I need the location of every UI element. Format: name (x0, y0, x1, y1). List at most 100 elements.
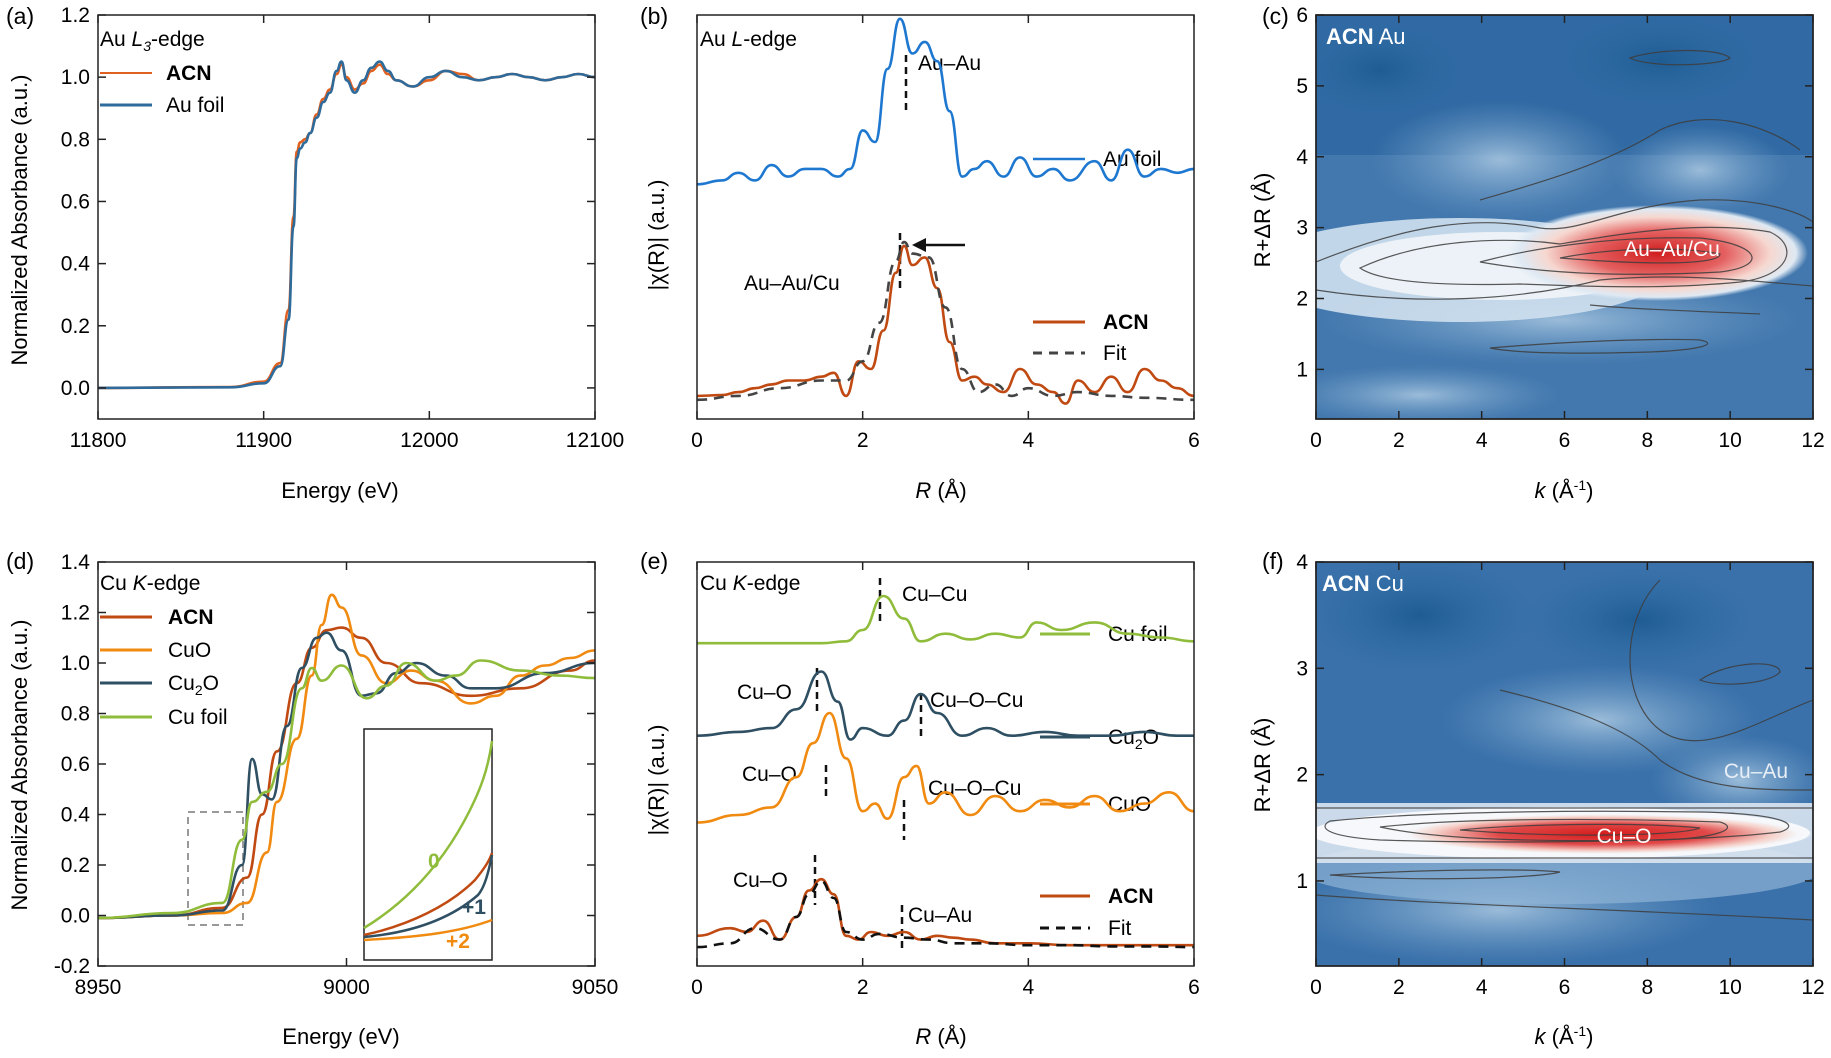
panel-c-peak-label: Au–Au/Cu (1624, 238, 1720, 261)
panel-e-chart: Cu K-edge Cu–Cu Cu–O Cu–O–Cu Cu–O Cu–O–C… (691, 561, 1200, 999)
series-line-fit (697, 240, 1194, 402)
y-tick-label: 3 (1296, 657, 1308, 680)
x-tick-label: 11900 (235, 429, 292, 452)
series-group (697, 594, 1194, 949)
y-tick-label: 0.4 (61, 804, 91, 827)
panel-d-ylabel: Normalized Absorbance (a.u.) (7, 619, 32, 910)
zoom-region-box (187, 811, 244, 926)
x-tick-label: 0 (691, 429, 703, 452)
y-tick-label: 6 (1296, 4, 1308, 27)
peak-label-cu-o-1: Cu–O (737, 681, 792, 704)
panel-f-title-rest: Cu (1376, 571, 1404, 596)
panel-f-secondary-label: Cu–Au (1724, 760, 1788, 783)
panel-f-xlabel: k (Å-1) (1535, 1023, 1594, 1049)
x-tick-label: 10 (1718, 429, 1741, 452)
inset-label-0: 0 (428, 850, 440, 873)
series-line-cu-foil (98, 659, 595, 920)
panel-f-title: ACN Cu (1322, 571, 1404, 596)
panel-c-title-rest: Au (1379, 24, 1406, 49)
series-line-au-foil (697, 17, 1194, 186)
series-group (98, 60, 595, 390)
x-tick-label: 2 (1393, 976, 1405, 999)
peak-label-cu-o-3: Cu–O (733, 869, 788, 892)
legend-acn-e: ACN (1108, 885, 1154, 908)
x-tick-label: 9050 (572, 976, 619, 999)
peak-label-au-au-cu: Au–Au/Cu (744, 272, 840, 295)
panel-e-ylabel: |χ(R)| (a.u.) (644, 725, 669, 836)
series-group (98, 593, 595, 920)
x-tick-label: 6 (1559, 976, 1571, 999)
series-line-cu2o (697, 670, 1194, 741)
legend-cu2o-d: Cu2O (168, 672, 219, 698)
x-tick-label: 2 (857, 429, 869, 452)
panel-d-annotation: Cu K-edge (100, 572, 200, 595)
y-tick-label: 3 (1296, 217, 1308, 240)
peak-label-cu-o-2: Cu–O (742, 763, 797, 786)
panel-label-f: (f) (1262, 548, 1284, 574)
x-tick-label: 4 (1476, 976, 1488, 999)
x-tick-label: 12 (1801, 429, 1824, 452)
inset-chart: 0 +1 +2 (363, 728, 494, 961)
x-tick-label: 0 (1310, 429, 1322, 452)
y-tick-label: 4 (1296, 146, 1308, 169)
legend-fit-b: Fit (1103, 342, 1126, 365)
shift-arrow (912, 238, 965, 252)
panel-label-b: (b) (640, 3, 668, 29)
x-tick-label: 6 (1188, 429, 1200, 452)
panel-d-xlabel: Energy (eV) (282, 1024, 399, 1049)
panel-b-legend: Au foil ACN Fit (1033, 148, 1161, 365)
legend-cufoil-d: Cu foil (168, 706, 228, 729)
y-tick-label: 2 (1296, 764, 1308, 787)
x-tick-label: 0 (1310, 976, 1322, 999)
series-group (697, 17, 1194, 405)
panel-c-xlabel: k (Å-1) (1535, 477, 1594, 503)
panel-b-xlabel: R (Å) (915, 478, 966, 503)
y-tick-label: 5 (1296, 75, 1308, 98)
y-tick-label: 0.4 (61, 253, 91, 276)
series-line-cu2o (98, 631, 595, 920)
panel-b-chart: Au L-edge Au–Au Au–Au/Cu Au foil ACN Fit… (691, 14, 1200, 452)
panel-label-a: (a) (6, 3, 34, 29)
y-tick-label: 0.8 (61, 128, 90, 151)
panel-b-ylabel: |χ(R)| (a.u.) (644, 180, 669, 291)
panel-f-peak-label: Cu–O (1597, 825, 1652, 848)
panel-e-xlabel: R (Å) (915, 1024, 966, 1049)
panel-d-chart: Cu K-edge ACN CuO Cu2O Cu foil 0 +1 +2 8… (54, 551, 619, 999)
panel-a-chart: Au L3-edge ACN Au foil 11800 11900 12000 12… (61, 4, 624, 452)
y-tick-label: 1.2 (61, 4, 90, 27)
inset-label-plus1: +1 (462, 896, 486, 919)
panel-f-title-bold: ACN (1322, 571, 1370, 596)
x-tick-label: 10 (1718, 976, 1741, 999)
y-tick-label: 0.2 (61, 854, 90, 877)
x-tick-label: 6 (1188, 976, 1200, 999)
panel-a-legend: ACN Au foil (100, 62, 224, 117)
series-line-acn (98, 626, 595, 920)
y-tick-label: 0.2 (61, 315, 90, 338)
y-tick-label: 1.4 (61, 551, 91, 574)
y-tick-label: 4 (1296, 551, 1308, 574)
x-tick-label: 9000 (323, 976, 370, 999)
panel-c-title: ACN Au (1326, 24, 1406, 49)
x-tick-label: 4 (1476, 429, 1488, 452)
panel-c-title-bold: ACN (1326, 24, 1374, 49)
x-tick-label: 0 (691, 976, 703, 999)
x-tick-label: 6 (1559, 429, 1571, 452)
x-tick-label: 4 (1022, 976, 1034, 999)
panel-e-legend: Cu foil Cu2O CuO ACN Fit (1040, 623, 1168, 940)
panel-f-ylabel: R+ΔR (Å) (1250, 718, 1275, 813)
peak-label-cu-cu: Cu–Cu (902, 583, 967, 606)
x-tick-label: 8950 (75, 976, 122, 999)
x-tick-label: 2 (1393, 429, 1405, 452)
series-line-cu-foil (697, 594, 1194, 645)
series-line-cuo (697, 711, 1194, 824)
x-tick-label: 12000 (400, 429, 458, 452)
x-tick-label: 8 (1641, 429, 1653, 452)
panel-a-xlabel: Energy (eV) (281, 478, 398, 503)
plot-frame (696, 561, 1195, 967)
y-tick-label: 1 (1296, 870, 1308, 893)
x-tick-label: 12 (1801, 976, 1824, 999)
peak-label-cu-o-cu-1: Cu–O–Cu (930, 689, 1023, 712)
legend-acn-d: ACN (168, 606, 214, 629)
